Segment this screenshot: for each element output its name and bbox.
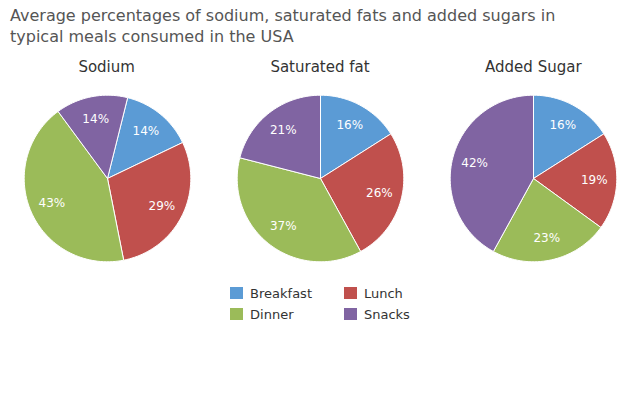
html-text:Snacks: Snacks [364,306,410,322]
svg-text:42%: 42% [462,156,489,170]
svg-text:16%: 16% [550,118,577,132]
html-text:Lunch: Lunch [364,285,403,301]
html-text:Added Sugar: Added Sugar [485,57,582,76]
svg-text:23%: 23% [534,230,561,244]
svg-text:14%: 14% [82,111,109,125]
svg-text:37%: 37% [270,219,297,233]
html-text:Saturated fat: Saturated fat [270,57,370,76]
svg-text:19%: 19% [581,173,608,187]
svg-text:43%: 43% [38,195,65,209]
svg-text:14%: 14% [132,124,159,138]
html-text:Breakfast: Breakfast [250,285,312,301]
svg-text:26%: 26% [366,186,393,200]
svg-text:21%: 21% [270,123,297,137]
svg-text:16%: 16% [336,118,363,132]
html-text:Dinner: Dinner [250,306,294,322]
html-text:Average percentages of sodium,: Average percentages of sodium, saturated… [10,6,556,46]
html-text:Sodium: Sodium [78,57,135,76]
svg-text:29%: 29% [148,198,175,212]
